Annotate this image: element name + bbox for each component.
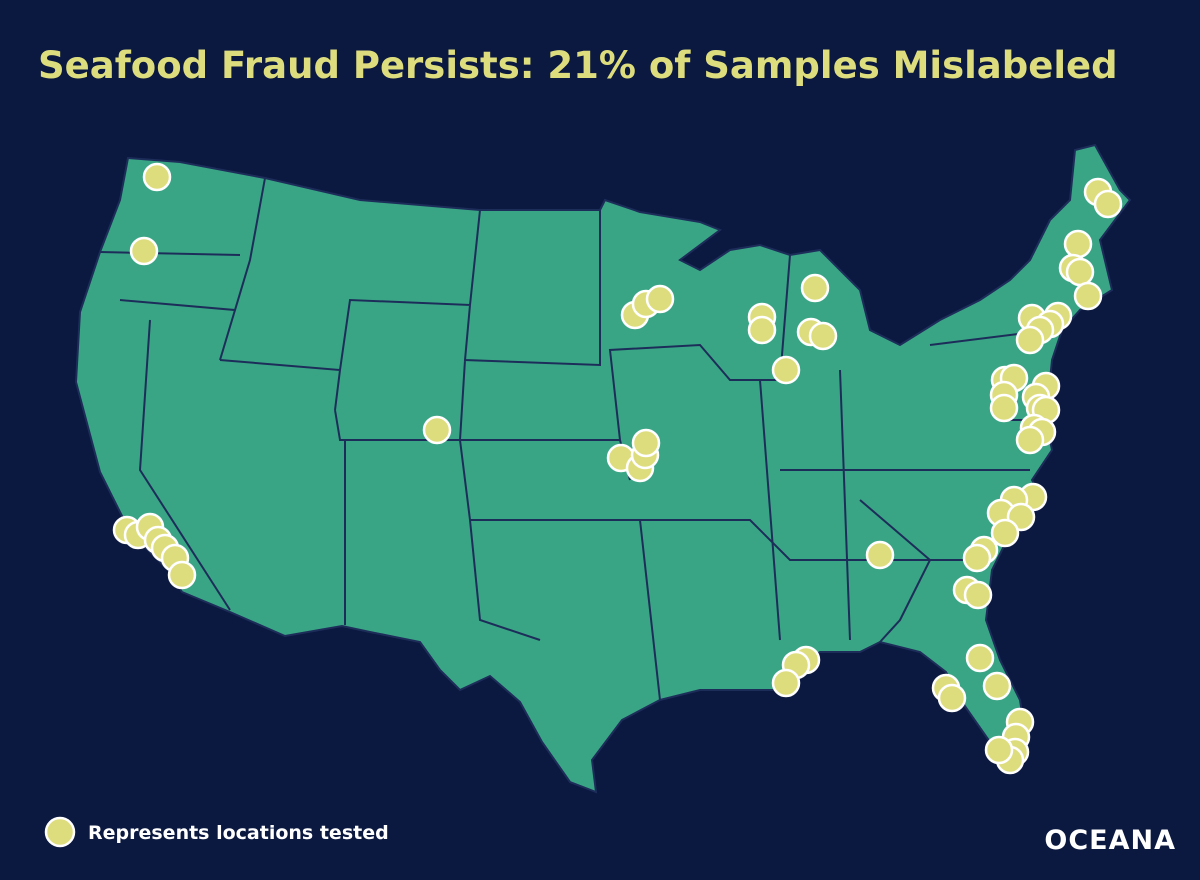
location-marker	[422, 415, 452, 445]
location-marker	[129, 236, 159, 266]
location-marker	[984, 735, 1014, 765]
title: Seafood Fraud Persists: 21% of Samples M…	[38, 44, 1118, 87]
location-marker	[167, 560, 197, 590]
location-marker	[965, 643, 995, 673]
location-marker	[989, 393, 1019, 423]
location-marker	[631, 428, 661, 458]
location-marker	[962, 543, 992, 573]
location-marker	[771, 355, 801, 385]
location-marker	[747, 315, 777, 345]
location-marker	[1063, 229, 1093, 259]
location-marker	[865, 540, 895, 570]
location-marker	[937, 683, 967, 713]
location-marker	[645, 284, 675, 314]
location-marker	[982, 671, 1012, 701]
location-marker	[963, 580, 993, 610]
location-marker	[800, 273, 830, 303]
us-map	[74, 143, 1132, 794]
legend-marker	[44, 816, 76, 848]
location-marker	[808, 321, 838, 351]
location-markers	[112, 162, 1123, 775]
location-marker	[1015, 425, 1045, 455]
location-marker	[1065, 257, 1095, 287]
logo: OCEANA	[1044, 825, 1176, 856]
location-marker	[1093, 189, 1123, 219]
location-marker	[1015, 325, 1045, 355]
location-marker	[990, 518, 1020, 548]
state-borders	[99, 177, 1051, 701]
location-marker	[1073, 281, 1103, 311]
location-marker	[142, 162, 172, 192]
location-marker	[771, 668, 801, 698]
legend-label: Represents locations tested	[88, 822, 389, 844]
